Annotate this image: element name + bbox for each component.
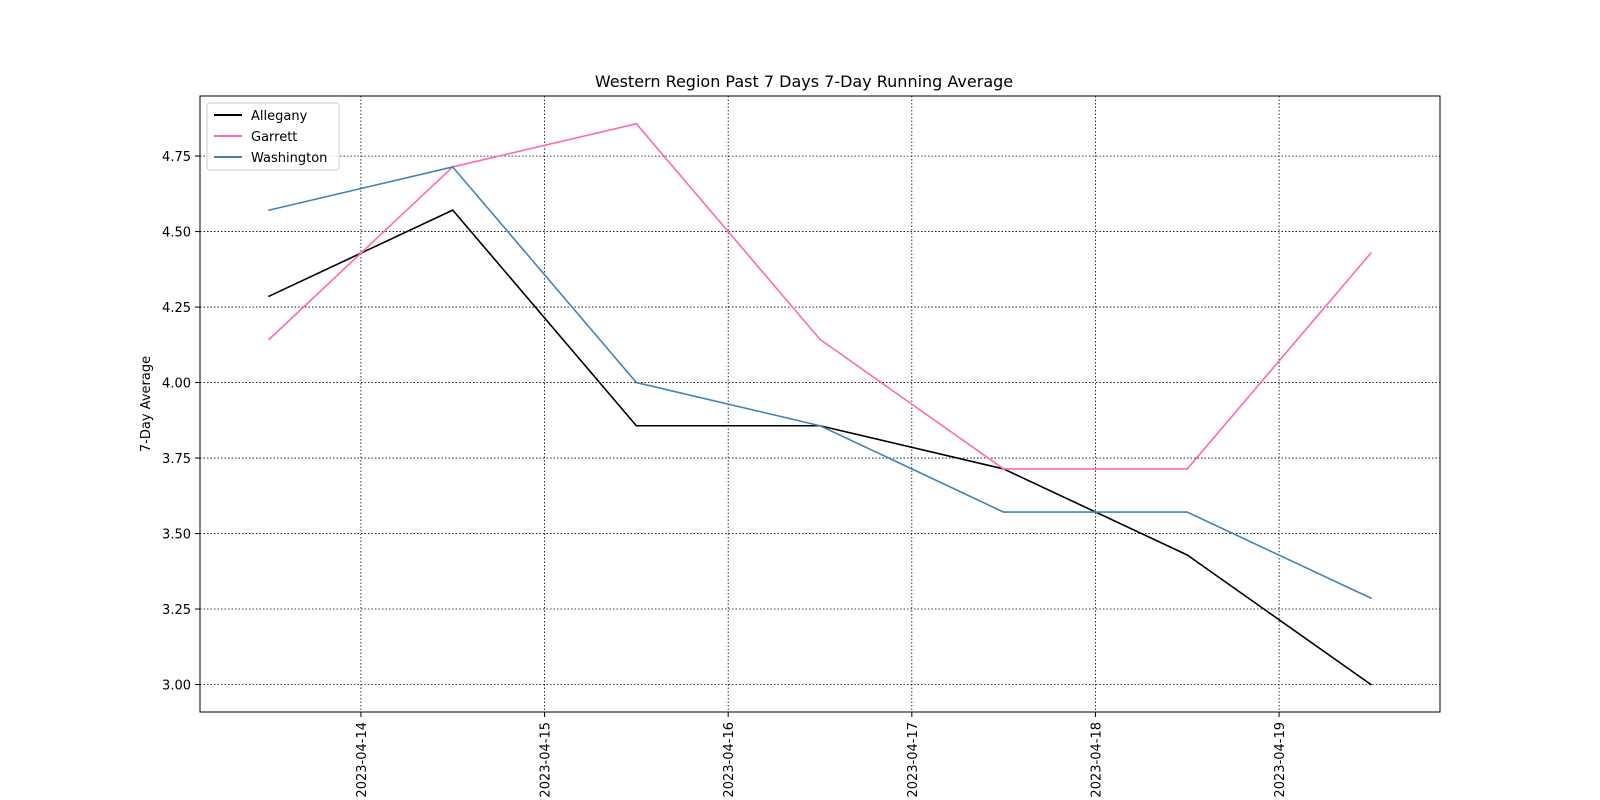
grid bbox=[200, 96, 1440, 712]
x-axis: 2023-04-14 2023-04-15 2023-04-16 2023-04-17… bbox=[355, 712, 1288, 798]
legend: Allegany Garrett Washington bbox=[206, 102, 340, 171]
y-axis-label: 7-Day Average bbox=[139, 356, 154, 452]
data-point-allegany bbox=[268, 295, 271, 298]
data-point-washington bbox=[268, 209, 271, 212]
y-tick-label: 3.75 bbox=[162, 452, 191, 467]
x-tick-label: 2023-04-18 bbox=[1089, 722, 1104, 798]
series-line-garrett bbox=[268, 122, 1372, 470]
data-point-allegany bbox=[1369, 683, 1372, 686]
y-tick-label: 3.00 bbox=[162, 679, 191, 694]
x-tick-label: 2023-04-19 bbox=[1273, 722, 1288, 798]
data-point-washington bbox=[451, 166, 454, 168]
x-tick-label: 2023-04-16 bbox=[722, 722, 737, 798]
y-tick-label: 3.25 bbox=[162, 603, 191, 618]
legend-label: Allegany bbox=[251, 109, 308, 124]
data-point-garrett bbox=[1186, 468, 1189, 470]
x-tick-label: 2023-04-14 bbox=[355, 722, 370, 798]
data-point-garrett bbox=[635, 122, 638, 125]
x-tick-label: 2023-04-17 bbox=[906, 722, 921, 798]
data-point-washington bbox=[1002, 511, 1005, 514]
x-tick-label: 2023-04-15 bbox=[539, 722, 554, 798]
data-point-garrett bbox=[1369, 252, 1372, 254]
y-tick-label: 3.50 bbox=[162, 528, 191, 543]
legend-label: Washington bbox=[251, 151, 327, 166]
plot-frame bbox=[199, 95, 1441, 713]
data-point-garrett bbox=[268, 338, 271, 341]
legend-box bbox=[206, 102, 340, 171]
data-point-allegany bbox=[451, 209, 454, 212]
legend-label: Garrett bbox=[251, 130, 297, 145]
data-point-washington bbox=[1369, 597, 1372, 600]
y-tick-label: 4.75 bbox=[162, 150, 191, 165]
data-point-washington bbox=[819, 424, 821, 427]
data-point-garrett bbox=[1002, 468, 1005, 470]
series-lines bbox=[268, 122, 1372, 686]
data-point-washington bbox=[635, 381, 638, 384]
chart-title: Western Region Past 7 Days 7-Day Running… bbox=[595, 72, 1013, 91]
y-tick-label: 4.00 bbox=[162, 377, 191, 392]
data-point-allegany bbox=[1186, 554, 1189, 556]
y-axis: 3.00 3.25 3.50 3.75 4.00 4.25 4.50 4.75 bbox=[162, 150, 200, 694]
data-point-garrett bbox=[819, 338, 821, 341]
y-tick-label: 4.50 bbox=[162, 226, 191, 241]
y-tick-label: 4.25 bbox=[162, 301, 191, 316]
data-point-washington bbox=[1186, 511, 1189, 514]
data-point-allegany bbox=[635, 424, 638, 427]
